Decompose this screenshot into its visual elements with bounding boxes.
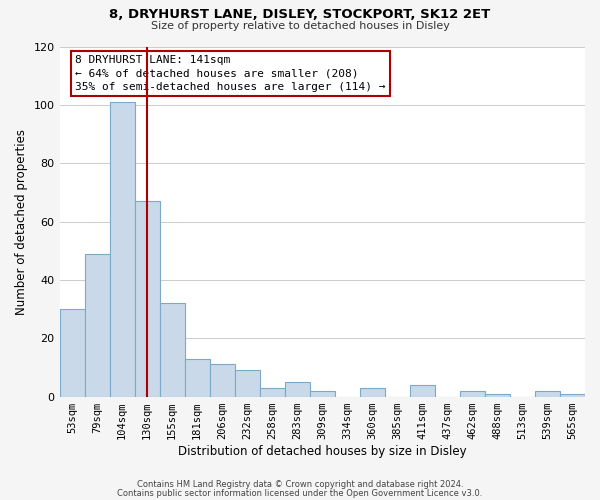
- Text: 8 DRYHURST LANE: 141sqm
← 64% of detached houses are smaller (208)
35% of semi-d: 8 DRYHURST LANE: 141sqm ← 64% of detache…: [76, 56, 386, 92]
- Bar: [260, 388, 285, 396]
- Bar: [235, 370, 260, 396]
- Bar: [485, 394, 510, 396]
- Bar: [410, 385, 435, 396]
- Bar: [160, 303, 185, 396]
- Bar: [460, 390, 485, 396]
- Bar: [285, 382, 310, 396]
- Text: 8, DRYHURST LANE, DISLEY, STOCKPORT, SK12 2ET: 8, DRYHURST LANE, DISLEY, STOCKPORT, SK1…: [109, 8, 491, 20]
- Bar: [59, 309, 85, 396]
- Text: Contains HM Land Registry data © Crown copyright and database right 2024.: Contains HM Land Registry data © Crown c…: [137, 480, 463, 489]
- Bar: [110, 102, 134, 397]
- X-axis label: Distribution of detached houses by size in Disley: Distribution of detached houses by size …: [178, 444, 467, 458]
- Bar: [85, 254, 110, 396]
- Bar: [134, 201, 160, 396]
- Bar: [560, 394, 585, 396]
- Bar: [185, 358, 209, 397]
- Y-axis label: Number of detached properties: Number of detached properties: [15, 128, 28, 314]
- Bar: [310, 390, 335, 396]
- Bar: [209, 364, 235, 396]
- Bar: [360, 388, 385, 396]
- Text: Size of property relative to detached houses in Disley: Size of property relative to detached ho…: [151, 21, 449, 31]
- Text: Contains public sector information licensed under the Open Government Licence v3: Contains public sector information licen…: [118, 488, 482, 498]
- Bar: [535, 390, 560, 396]
